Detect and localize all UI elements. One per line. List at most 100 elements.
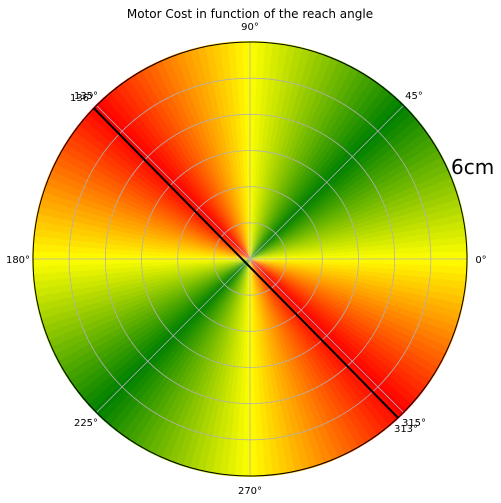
angle-tick-label: 90° [241, 22, 259, 33]
cost-wedge [97, 96, 250, 259]
cost-wedge [127, 74, 250, 259]
cost-wedge [147, 259, 250, 456]
cost-line-group [93, 107, 399, 419]
cost-wedge [250, 259, 464, 312]
cost-wedge [250, 259, 428, 394]
cost-wedge [250, 42, 288, 259]
cost-wedge [250, 259, 462, 320]
angle-tick-label: 315° [402, 418, 426, 429]
cost-wedge [250, 106, 413, 259]
cost-wedge [250, 259, 413, 411]
cost-wedge [42, 184, 251, 259]
cost-wedge [250, 73, 372, 259]
cost-wedge [250, 259, 450, 355]
cost-line-angle-label: 136° [70, 93, 94, 104]
cost-wedge [108, 87, 251, 259]
cost-wedge [104, 259, 251, 427]
cost-wedge [250, 259, 467, 290]
cost-wedge [103, 92, 251, 259]
cost-wedge [250, 259, 468, 282]
cost-wedge [242, 259, 252, 477]
cost-wedge [250, 176, 455, 259]
cost-wedge [83, 259, 250, 406]
cost-wedge [250, 259, 403, 422]
cost-line [93, 107, 399, 419]
cost-wedge [250, 259, 367, 448]
polar-frame [32, 41, 468, 477]
cost-wedge [33, 221, 250, 259]
cost-wedge [250, 259, 444, 368]
cost-wedge [227, 259, 250, 477]
cost-wedge [250, 117, 422, 260]
cost-wedge [50, 259, 250, 356]
cost-wedge [161, 259, 250, 462]
cost-wedge [250, 259, 468, 275]
cost-wedge [32, 236, 251, 259]
cost-wedge [78, 259, 250, 401]
cost-wedge [140, 66, 250, 259]
cost-wedge [54, 259, 250, 363]
angle-tick-label: 180° [6, 255, 30, 266]
angle-tick-label: 135° [74, 91, 98, 102]
cost-wedge [197, 259, 250, 473]
cost-wedge [115, 259, 250, 437]
cost-wedge [82, 113, 250, 260]
polar-grid [33, 42, 467, 476]
cost-wedge [250, 259, 440, 375]
distance-label: 6cm [451, 155, 494, 179]
cost-wedge [250, 47, 311, 259]
grid-spoke [249, 105, 404, 260]
cost-wedge [168, 259, 250, 465]
angle-tick-label: 45° [405, 91, 423, 102]
cost-wedge [60, 143, 250, 259]
cost-wedge [250, 259, 436, 381]
angle-tick-label: 225° [74, 418, 98, 429]
cost-wedge [114, 82, 250, 259]
cost-wedge [64, 137, 250, 259]
cost-wedge [250, 41, 273, 260]
cost-wedge [250, 259, 423, 400]
cost-wedge [87, 259, 250, 412]
cost-wedge [250, 259, 373, 444]
cost-wedge [73, 259, 250, 395]
cost-wedge [250, 259, 456, 341]
cost-wedge [250, 112, 417, 260]
cost-wedge [50, 163, 250, 259]
cost-wedge [121, 259, 250, 441]
cost-wedge [212, 259, 250, 476]
cost-wedge [153, 59, 250, 259]
cost-wedge [154, 259, 250, 459]
cost-wedge [250, 155, 446, 259]
cost-wedge [250, 59, 346, 259]
cost-wedge [250, 259, 458, 334]
cost-wedge [98, 259, 250, 422]
cost-wedge [250, 162, 450, 259]
cost-wedge [250, 257, 468, 267]
cost-wedge [72, 124, 250, 259]
cost-wedge [250, 259, 386, 436]
grid-spoke [96, 105, 251, 260]
cost-wedge [53, 156, 250, 259]
cost-wedge [250, 259, 340, 462]
cost-wedge [248, 41, 258, 259]
cost-wedge [250, 259, 460, 327]
cost-wedge [35, 213, 251, 259]
cost-wedge [250, 51, 325, 260]
cost-wedge [250, 56, 339, 260]
cost-wedge [250, 77, 379, 259]
cost-wedge [250, 142, 439, 259]
cost-wedge [250, 53, 332, 259]
cost-wedge [57, 259, 250, 369]
cost-wedge [250, 259, 360, 452]
cost-wedge [250, 136, 435, 259]
cost-wedge [141, 259, 250, 453]
cost-wedge [250, 259, 333, 464]
cost-wedge [250, 259, 354, 455]
cost-wedge [250, 259, 380, 440]
cost-wedge [167, 54, 250, 260]
cost-wedge [250, 44, 296, 260]
cost-wedge [182, 259, 250, 469]
cost-wedge [47, 259, 251, 349]
cost-wedge [160, 56, 250, 260]
